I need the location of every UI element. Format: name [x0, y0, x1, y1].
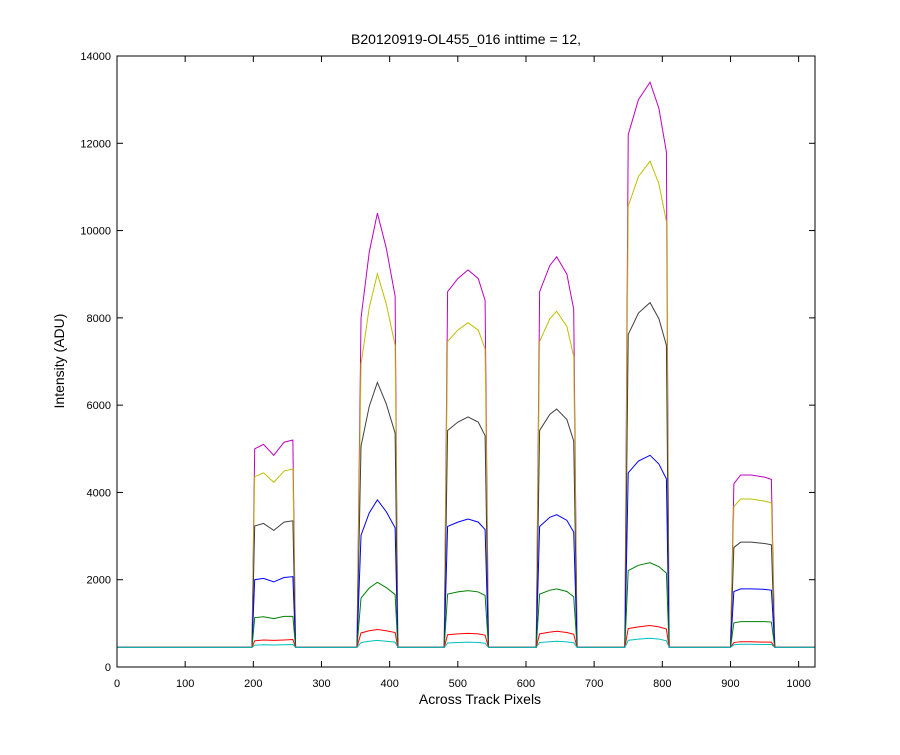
x-tick-label: 1000 — [786, 678, 810, 690]
y-tick-label: 4000 — [87, 487, 111, 499]
x-axis-label: Across Track Pixels — [419, 691, 541, 707]
y-tick-label: 10000 — [80, 226, 111, 238]
chart-title: B20120919-OL455_016 inttime = 12, — [351, 31, 581, 47]
y-tick-label: 12000 — [80, 138, 111, 150]
y-tick-label: 8000 — [87, 313, 111, 325]
x-tick-label: 300 — [312, 678, 330, 690]
x-tick-label: 400 — [380, 678, 398, 690]
plot-frame — [116, 55, 816, 668]
y-tick-label: 14000 — [80, 51, 111, 63]
y-tick-label: 0 — [105, 662, 111, 674]
y-tick-label: 6000 — [87, 400, 111, 412]
x-tick-label: 200 — [244, 678, 262, 690]
y-axis-label: Intensity (ADU) — [51, 314, 67, 409]
y-tick-label: 2000 — [87, 575, 111, 587]
x-tick-label: 700 — [585, 678, 603, 690]
x-tick-label: 800 — [653, 678, 671, 690]
x-tick-label: 0 — [114, 678, 120, 690]
x-tick-label: 100 — [176, 678, 194, 690]
x-tick-label: 500 — [449, 678, 467, 690]
data-line — [117, 637, 815, 648]
x-tick-label: 600 — [517, 678, 535, 690]
x-tick-label: 900 — [721, 678, 739, 690]
